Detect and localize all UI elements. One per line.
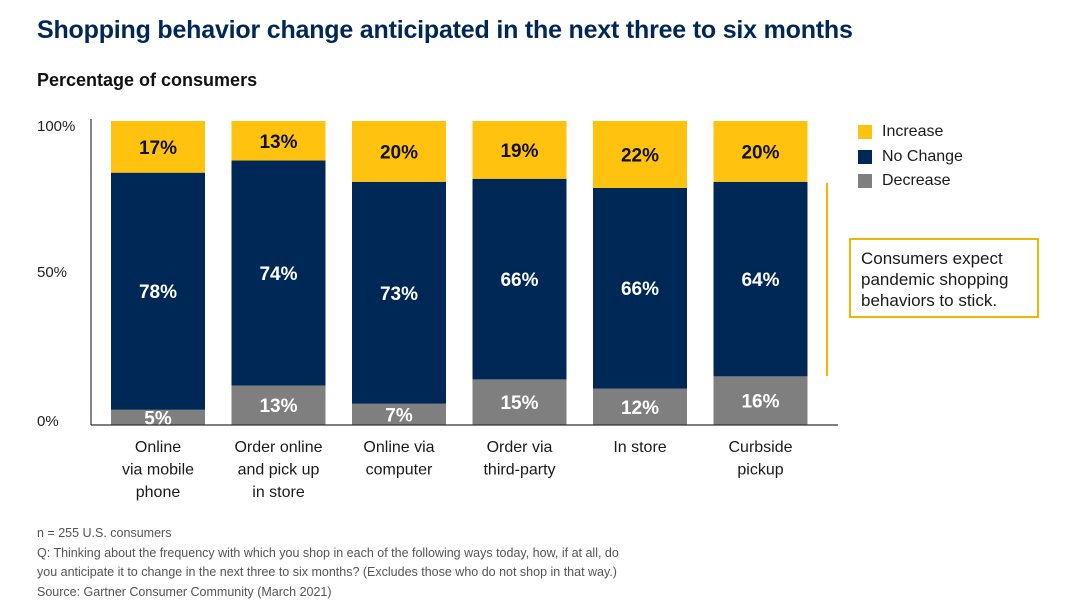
bar-increase — [352, 121, 446, 182]
bar-increase — [472, 121, 567, 179]
callout-line-3: behaviors to stick. — [861, 291, 998, 310]
legend-item-increase: Increase — [858, 120, 963, 145]
x-category-label: Order via third-party — [483, 439, 555, 479]
data-label-increase: 20% — [741, 142, 779, 163]
data-label-decrease: 15% — [500, 393, 538, 414]
data-label-increase: 19% — [500, 141, 538, 162]
callout-box: Consumers expect pandemic shopping behav… — [849, 238, 1039, 318]
y-axis: 0% 50% 100% — [37, 118, 92, 430]
y-tick-label: 100% — [37, 118, 75, 135]
x-category-label: In store — [613, 439, 666, 456]
bar-no-change — [231, 160, 326, 386]
data-label-decrease: 5% — [144, 408, 172, 429]
x-category-label: Order online and pick up in store — [234, 439, 322, 501]
value-labels: 5% 78% 17% 13% 74% 13% 7% 73% 20% 15% 66% 19% 12% 66%… — [139, 132, 780, 430]
data-label-no-change: 66% — [621, 279, 659, 300]
legend: Increase No Change Decrease — [858, 120, 963, 194]
legend-swatch-no-change — [858, 149, 872, 164]
y-tick-label: 50% — [37, 264, 67, 281]
data-label-decrease: 12% — [621, 398, 659, 419]
bar-no-change — [472, 178, 567, 380]
bar-decrease — [352, 403, 446, 425]
bar-increase — [231, 121, 326, 161]
callout-line-2: pandemic shopping — [861, 270, 1009, 289]
footnote-question-line-1: Q: Thinking about the frequency with whi… — [37, 545, 619, 560]
chart-subtitle: Percentage of consumers — [37, 70, 258, 90]
bar-increase — [111, 121, 205, 173]
callout-bracket-line — [826, 183, 828, 376]
data-label-increase: 22% — [621, 145, 659, 166]
data-label-increase: 20% — [380, 142, 418, 163]
x-category-label: Curbside pickup — [728, 439, 792, 479]
bar-series — [111, 121, 808, 425]
bar-no-change — [593, 187, 687, 389]
legend-label-no-change: No Change — [882, 147, 963, 165]
bar-decrease — [713, 376, 808, 425]
data-label-no-change: 66% — [500, 270, 538, 291]
bar-no-change — [352, 181, 446, 404]
legend-swatch-increase — [858, 125, 872, 140]
footnotes: n = 255 U.S. consumers Q: Thinking about… — [37, 524, 619, 602]
bar-no-change — [111, 172, 205, 410]
data-label-increase: 13% — [259, 132, 297, 153]
chart-title: Shopping behavior change anticipated in … — [37, 16, 853, 44]
callout-line-1: Consumers expect — [861, 249, 1003, 268]
footnote-source: Source: Gartner Consumer Community (Marc… — [37, 584, 332, 599]
bar-decrease — [472, 379, 567, 425]
data-label-decrease: 7% — [385, 405, 413, 426]
data-label-increase: 17% — [139, 138, 177, 159]
bar-decrease — [231, 385, 326, 425]
x-category-label: Online via computer — [363, 439, 434, 479]
data-label-no-change: 74% — [259, 264, 297, 285]
data-label-decrease: 16% — [741, 392, 779, 413]
bar-decrease — [111, 409, 205, 425]
y-tick-label: 0% — [37, 413, 59, 430]
data-label-no-change: 78% — [139, 282, 177, 303]
bar-no-change — [713, 181, 808, 377]
bar-decrease — [593, 388, 687, 425]
legend-label-increase: Increase — [882, 123, 944, 141]
footnote-question-line-2: you anticipate it to change in the next … — [37, 565, 617, 579]
legend-item-no-change: No Change — [858, 145, 963, 170]
x-axis: Online via mobile phone Order online and pic… — [91, 424, 838, 501]
data-label-no-change: 64% — [741, 270, 779, 291]
bar-increase — [713, 121, 808, 182]
bar-increase — [593, 121, 687, 188]
data-label-no-change: 73% — [380, 284, 418, 305]
legend-item-decrease: Decrease — [858, 169, 963, 194]
legend-swatch-decrease — [858, 174, 872, 189]
footnote-sample-size: n = 255 U.S. consumers — [37, 526, 172, 540]
legend-label-decrease: Decrease — [882, 172, 951, 190]
x-category-label: Online via mobile phone — [122, 439, 194, 501]
data-label-decrease: 13% — [259, 396, 297, 417]
